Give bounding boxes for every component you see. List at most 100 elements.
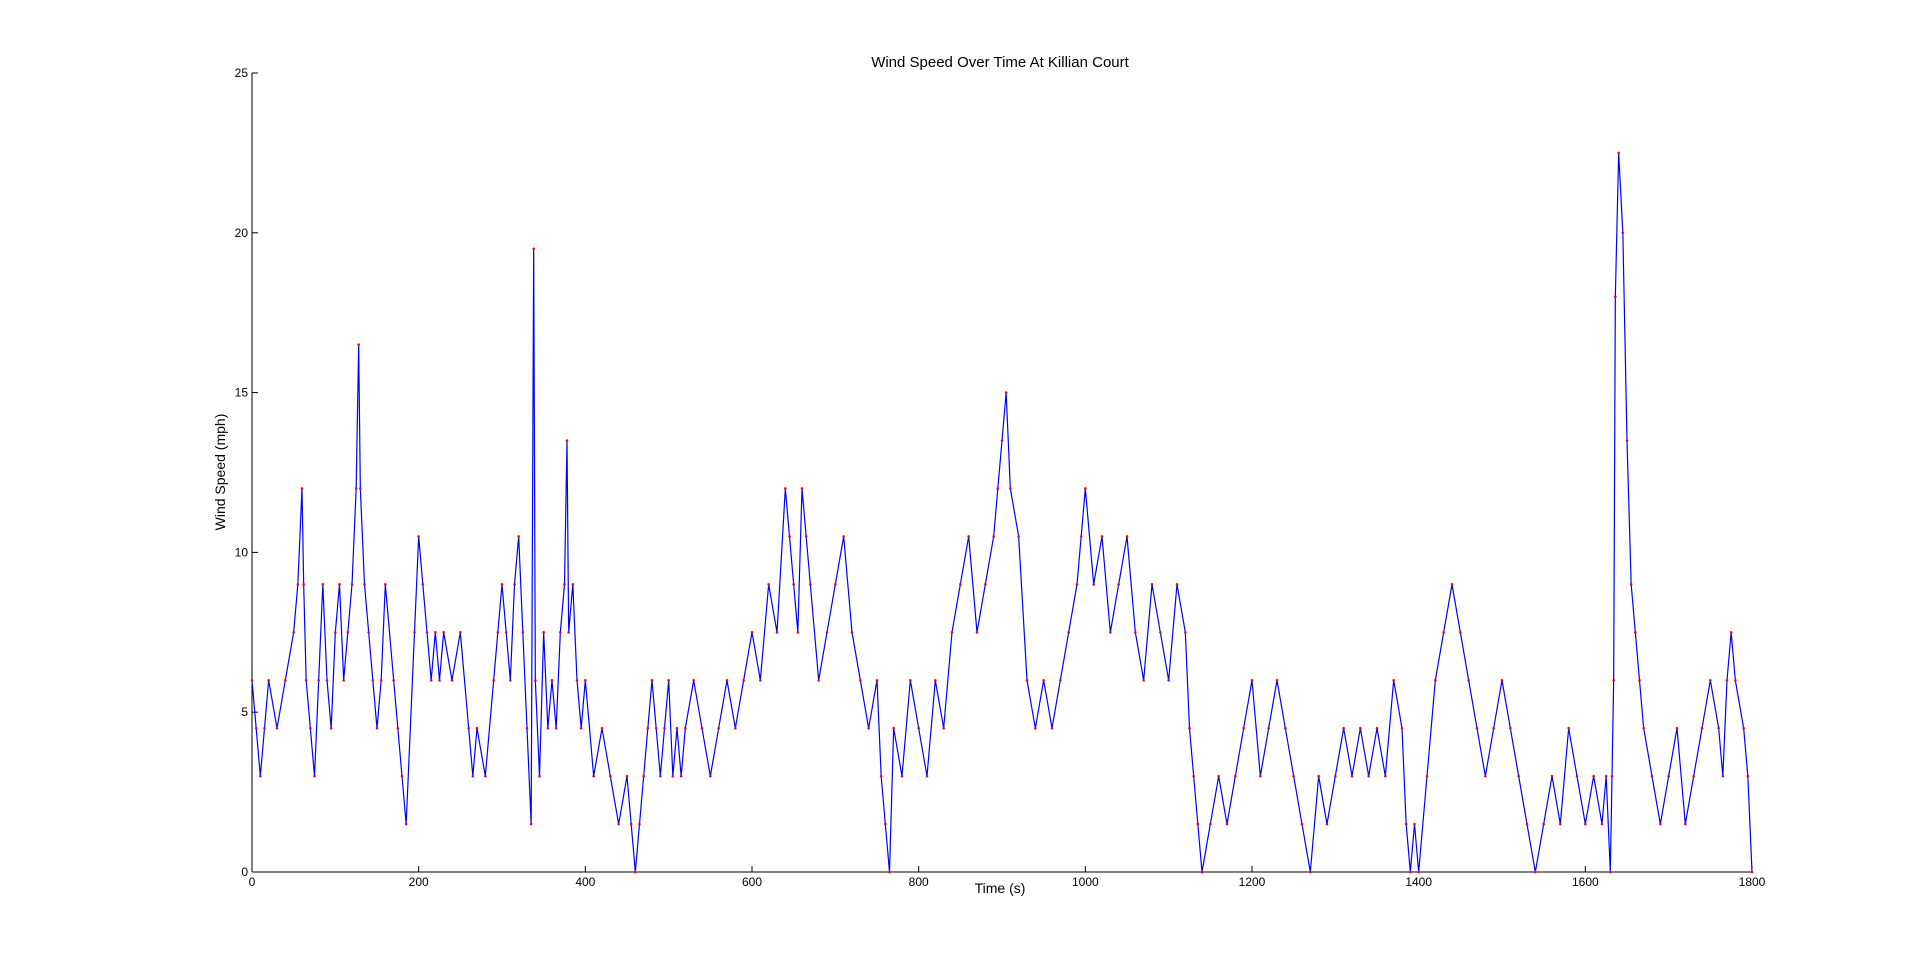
- data-point: [825, 631, 829, 634]
- data-point: [529, 822, 533, 826]
- data-point: [259, 774, 262, 778]
- data-point: [925, 774, 929, 778]
- data-point: [1092, 583, 1095, 586]
- data-point: [379, 678, 383, 682]
- data-point: [1525, 822, 1529, 826]
- data-point: [1042, 678, 1045, 682]
- data-point: [275, 726, 279, 730]
- x-tick-label: 600: [742, 875, 762, 889]
- data-point: [1517, 774, 1520, 778]
- data-point: [300, 487, 304, 490]
- data-point: [800, 487, 804, 490]
- data-point: [434, 631, 437, 634]
- data-point: [1404, 822, 1408, 826]
- data-point: [525, 726, 529, 730]
- data-point: [1150, 583, 1154, 586]
- data-point: [1196, 822, 1200, 826]
- data-point: [302, 583, 305, 586]
- data-point: [734, 726, 737, 730]
- data-point: [646, 726, 650, 730]
- y-tick-label: 20: [235, 226, 249, 240]
- data-point: [767, 583, 770, 586]
- data-point: [1500, 678, 1504, 682]
- data-point: [579, 726, 583, 730]
- data-point: [679, 774, 683, 778]
- data-point: [975, 631, 979, 634]
- data-point: [521, 631, 525, 634]
- data-point: [959, 583, 962, 586]
- data-point: [842, 535, 845, 538]
- data-point: [879, 774, 883, 778]
- data-point: [1492, 726, 1495, 730]
- x-axis-label: Time (s): [975, 880, 1026, 896]
- data-point: [759, 678, 762, 682]
- data-point: [917, 726, 920, 730]
- data-point: [1667, 774, 1670, 778]
- data-point: [267, 678, 270, 682]
- data-point: [1450, 583, 1454, 586]
- x-tick-label: 1400: [1405, 875, 1432, 889]
- data-point: [317, 678, 320, 682]
- data-point: [550, 678, 554, 682]
- data-point: [1459, 631, 1462, 634]
- data-point: [1084, 487, 1087, 490]
- data-point: [1592, 774, 1595, 778]
- data-point: [817, 678, 820, 682]
- data-point: [1059, 678, 1062, 682]
- data-point: [334, 631, 337, 634]
- chart-title: Wind Speed Over Time At Killian Court: [871, 54, 1129, 71]
- data-point: [1434, 678, 1437, 682]
- data-point: [554, 726, 558, 730]
- data-point: [500, 583, 504, 586]
- data-point: [663, 726, 666, 730]
- y-tick-label: 0: [241, 865, 248, 879]
- data-point: [496, 631, 500, 634]
- data-point: [484, 774, 487, 778]
- x-tick-label: 1000: [1072, 875, 1099, 889]
- data-point: [684, 726, 687, 730]
- y-tick-label: 10: [235, 545, 249, 559]
- data-point: [1604, 774, 1608, 778]
- data-point: [534, 678, 537, 682]
- data-point: [396, 726, 400, 730]
- data-point: [346, 631, 350, 634]
- data-point: [1567, 726, 1570, 730]
- data-point: [742, 678, 745, 682]
- data-point: [625, 774, 629, 778]
- data-point: [384, 583, 387, 586]
- data-point: [709, 774, 712, 778]
- x-tick-label: 1600: [1572, 875, 1599, 889]
- data-point: [1717, 726, 1720, 730]
- data-point: [650, 678, 654, 682]
- series-layer: [250, 151, 1754, 874]
- data-point: [1317, 774, 1320, 778]
- data-point: [1375, 726, 1379, 730]
- data-point: [850, 631, 854, 634]
- data-point: [1217, 774, 1220, 778]
- data-point: [1292, 774, 1295, 778]
- data-point: [1559, 822, 1562, 826]
- data-point: [517, 535, 520, 538]
- data-point: [459, 631, 462, 634]
- data-point: [1234, 774, 1237, 778]
- data-point: [532, 247, 535, 251]
- data-point: [563, 583, 566, 586]
- data-point: [1659, 822, 1662, 826]
- data-point: [1692, 774, 1695, 778]
- data-point: [1075, 583, 1079, 586]
- data-point: [1625, 439, 1629, 442]
- data-point: [1250, 678, 1254, 682]
- data-point: [1550, 774, 1554, 778]
- data-point: [329, 726, 333, 730]
- data-point: [1413, 822, 1416, 826]
- data-point: [629, 822, 633, 826]
- data-point: [342, 678, 345, 682]
- data-point: [425, 631, 429, 634]
- data-point: [1242, 726, 1245, 730]
- data-point: [1025, 678, 1029, 682]
- data-point: [1134, 631, 1137, 634]
- data-point: [1175, 583, 1179, 586]
- x-tick-label: 800: [909, 875, 929, 889]
- data-point: [471, 774, 475, 778]
- data-point: [1350, 774, 1354, 778]
